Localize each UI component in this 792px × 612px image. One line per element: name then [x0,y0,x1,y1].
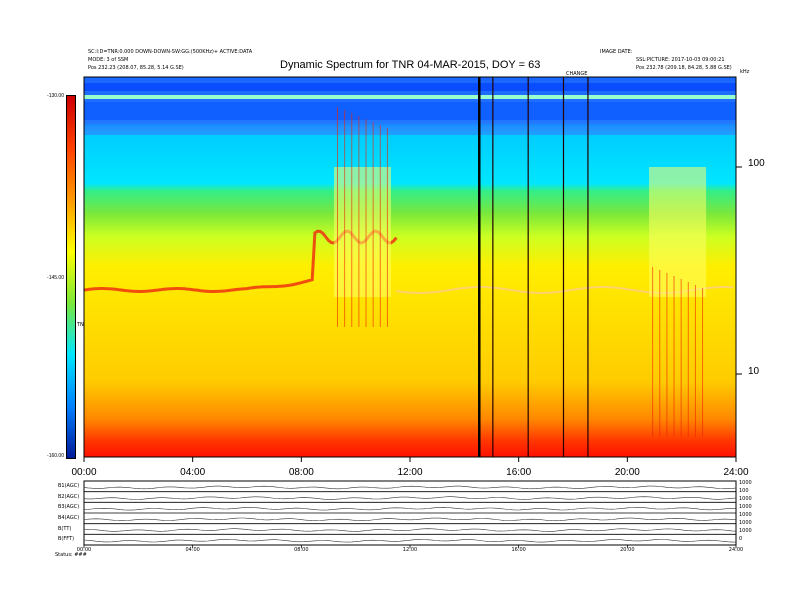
subpanel-label: B(FFT) [58,536,75,543]
header-left-line-3: Pos 232.23 (208.07, 85.28, 5.14 G.SE) [88,65,184,71]
colorbar-tick-label: -145.00 [47,275,64,281]
header-right-line-2: SSL:PICTURE: 2017-10-03 09:00:21 [636,57,725,63]
subpanel-label: B2(AGC) [58,493,80,500]
x-tick-label: 20:00 [614,467,640,478]
subpanel-scale-label: 1000 [739,512,752,518]
burst-region [333,167,391,297]
subpanel-x-tick-label: 16:00 [511,547,526,553]
subpanel-label: B4(AGC) [58,515,80,521]
x-tick-label: 04:00 [180,467,206,478]
burst-region [649,167,707,297]
subpanel-x-tick-label: 24:00 [728,547,744,553]
subpanel-x-tick-label: 00:00 [76,547,92,553]
subpanel-scale-label: 1000 [739,520,752,526]
subpanel-trace [83,496,737,500]
colorbar [66,95,76,459]
subpanel-label: B3(AGC) [58,504,80,511]
subpanel-scale-label: 1000 [739,504,752,510]
subpanel-scale-label: 1000 [739,528,752,534]
agc-subpanels [83,480,737,548]
subpanel-trace [83,506,737,511]
subpanel-scale-label: 1000 [739,480,752,486]
subpanel-scale-label: 1000 [739,496,752,502]
status-text: Status: ### [55,552,87,558]
colorbar-tick-label: -160.00 [47,453,64,459]
spectrum-band [84,102,736,120]
header-center-mark: CHANGE [566,71,588,77]
subpanel-trace [83,539,736,543]
chart-title: Dynamic Spectrum for TNR 04-MAR-2015, DO… [280,59,541,71]
subpanel-label: B(TT) [58,525,72,532]
spectrum-band [84,127,736,135]
subpanel-x-tick-label: 08:00 [294,547,309,553]
spectrum-band [84,83,736,91]
x-tick-label: 08:00 [288,467,314,478]
spectrum-band [84,95,736,99]
header-right-line-3: Pos 232.78 (209.18, 84.28, 5.88 G.SE) [636,65,732,71]
subpanel-scale-label: 100 [739,488,749,494]
header-left-line-2: MODE: 3 of SSM [88,57,129,63]
y-unit-label: kHz [740,69,750,75]
colorbar-side-label: TNR [77,322,88,328]
x-tick-label: 24:00 [723,467,749,478]
subpanel-x-tick-label: 04:00 [185,547,200,553]
subpanel-trace [83,528,737,532]
spectrogram-plot [83,76,742,462]
subpanel-x-tick-label: 12:00 [402,547,418,553]
subpanel-x-tick-label: 20:00 [620,547,635,553]
y-tick-label: 10 [748,366,760,377]
y-tick-label: 100 [748,158,765,169]
subpanel-trace [83,517,737,522]
subpanel-trace [83,485,737,490]
header-right-line-1: IMAGE DATE: [600,49,633,55]
x-tick-label: 16:00 [506,467,532,478]
subpanel-label: B1(AGC) [58,483,80,489]
x-tick-label: 00:00 [71,467,97,478]
x-tick-label: 12:00 [397,467,423,478]
colorbar-tick-label: -130.00 [47,93,64,99]
subpanel-scale-label: 0 [739,536,743,542]
spectrogram-background [84,77,736,457]
header-left-line-1: SC:I:D=TNR:0.000 DOWN-DOWN-SW:GG:(500KHz… [88,49,253,55]
